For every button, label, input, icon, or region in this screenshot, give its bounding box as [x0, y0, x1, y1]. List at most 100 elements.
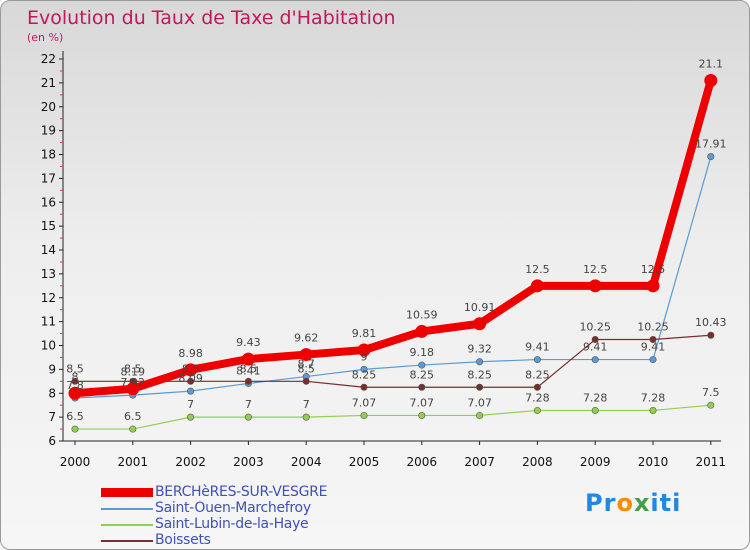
- data-label: 7: [187, 398, 194, 411]
- data-point: [187, 413, 195, 421]
- series-line: [74, 156, 712, 399]
- data-point: [357, 343, 371, 357]
- data-label: 9.62: [294, 332, 319, 345]
- data-point: [184, 363, 198, 377]
- data-point: [707, 153, 715, 161]
- data-point: [646, 279, 660, 293]
- x-tick-label: 2000: [60, 455, 91, 469]
- data-point: [533, 356, 541, 364]
- data-label: 8.5: [124, 362, 142, 375]
- data-point: [415, 324, 429, 338]
- y-tick-label: 15: [41, 219, 56, 233]
- y-tick-label: 12: [41, 291, 56, 305]
- data-point: [473, 317, 487, 331]
- legend-swatch: [101, 540, 153, 542]
- series-0: [68, 73, 718, 400]
- data-point: [707, 331, 715, 339]
- y-tick-label: 17: [41, 171, 56, 185]
- data-point: [418, 361, 426, 369]
- data-point: [418, 411, 426, 419]
- data-point: [302, 377, 310, 385]
- y-tick-label: 9: [48, 362, 56, 376]
- data-point: [302, 413, 310, 421]
- x-tick-label: 2001: [118, 455, 149, 469]
- data-point: [533, 383, 541, 391]
- data-point: [126, 382, 140, 396]
- data-point: [476, 358, 484, 366]
- logo-part-3: x: [633, 489, 651, 517]
- data-point: [649, 356, 657, 364]
- data-point: [244, 413, 252, 421]
- y-tick-label: 20: [41, 100, 56, 114]
- data-label: 8.25: [410, 368, 435, 381]
- chart-title: Evolution du Taux de Taxe d'Habitation: [27, 7, 396, 29]
- legend-label: BERCHèRES-SUR-VESGRE: [155, 484, 328, 500]
- x-tick-label: 2010: [638, 455, 669, 469]
- data-label: 7.07: [467, 396, 492, 409]
- data-label: 7.07: [410, 396, 435, 409]
- data-point: [588, 279, 602, 293]
- data-label: 10.25: [637, 321, 669, 334]
- data-label: 12.5: [583, 263, 608, 276]
- data-label: 7: [303, 398, 310, 411]
- data-point: [418, 383, 426, 391]
- x-tick-label: 2006: [407, 455, 438, 469]
- legend-label: Boissets: [155, 532, 211, 548]
- y-tick-label: 14: [41, 243, 56, 257]
- data-label: 12.5: [525, 263, 550, 276]
- x-tick-label: 2008: [522, 455, 553, 469]
- y-tick-label: 16: [41, 195, 56, 209]
- data-label: 9.43: [236, 336, 261, 349]
- logo-part-4: iti: [650, 489, 682, 517]
- data-label: 7.5: [702, 386, 720, 399]
- x-tick-label: 2011: [696, 455, 727, 469]
- data-label: 9: [361, 350, 368, 363]
- data-label: 9.18: [410, 346, 435, 359]
- data-label: 9.41: [583, 341, 608, 354]
- y-tick-label: 7: [48, 410, 56, 424]
- data-point: [476, 383, 484, 391]
- y-tick-label: 19: [41, 124, 56, 138]
- data-label: 8.25: [352, 368, 377, 381]
- data-point: [244, 377, 252, 385]
- y-tick-label: 6: [48, 434, 56, 448]
- y-tick-label: 11: [41, 315, 56, 329]
- x-tick-label: 2002: [175, 455, 206, 469]
- data-point: [187, 387, 195, 395]
- y-tick-label: 10: [41, 339, 56, 353]
- data-label: 7.92: [121, 376, 146, 389]
- data-label: 9.41: [641, 341, 666, 354]
- legend-swatch: [101, 524, 153, 526]
- logo-part-2: o: [616, 489, 634, 517]
- chart-subtitle: (en %): [27, 31, 64, 44]
- x-tick-label: 2009: [580, 455, 611, 469]
- data-label: 12.5: [641, 263, 666, 276]
- legend-item-3: Boissets: [101, 532, 401, 549]
- data-label: 10.91: [464, 301, 496, 314]
- data-label: 8.98: [178, 347, 203, 360]
- data-label: 7.8: [66, 379, 84, 392]
- data-label: 7.28: [525, 391, 550, 404]
- data-label: 6.5: [66, 410, 84, 423]
- data-point: [360, 383, 368, 391]
- data-point: [71, 425, 79, 433]
- data-point: [129, 425, 137, 433]
- legend: BERCHèRES-SUR-VESGRE Saint-Ouen-Marchefro…: [101, 484, 401, 549]
- legend-item-0: BERCHèRES-SUR-VESGRE: [101, 484, 401, 501]
- data-label: 9.41: [525, 341, 550, 354]
- y-tick-label: 18: [41, 148, 56, 162]
- x-tick-label: 2007: [464, 455, 495, 469]
- data-point: [591, 406, 599, 414]
- data-point: [476, 411, 484, 419]
- data-label: 10.43: [695, 316, 727, 329]
- data-label: 8.5: [297, 362, 315, 375]
- y-tick-label: 22: [41, 52, 56, 66]
- series-line: [71, 76, 715, 398]
- legend-label: Saint-Lubin-de-la-Haye: [155, 516, 309, 532]
- data-point: [649, 336, 657, 344]
- data-point: [360, 365, 368, 373]
- data-label: 17.91: [695, 138, 727, 151]
- data-label: 8.5: [240, 362, 258, 375]
- data-label: 10.59: [406, 308, 438, 321]
